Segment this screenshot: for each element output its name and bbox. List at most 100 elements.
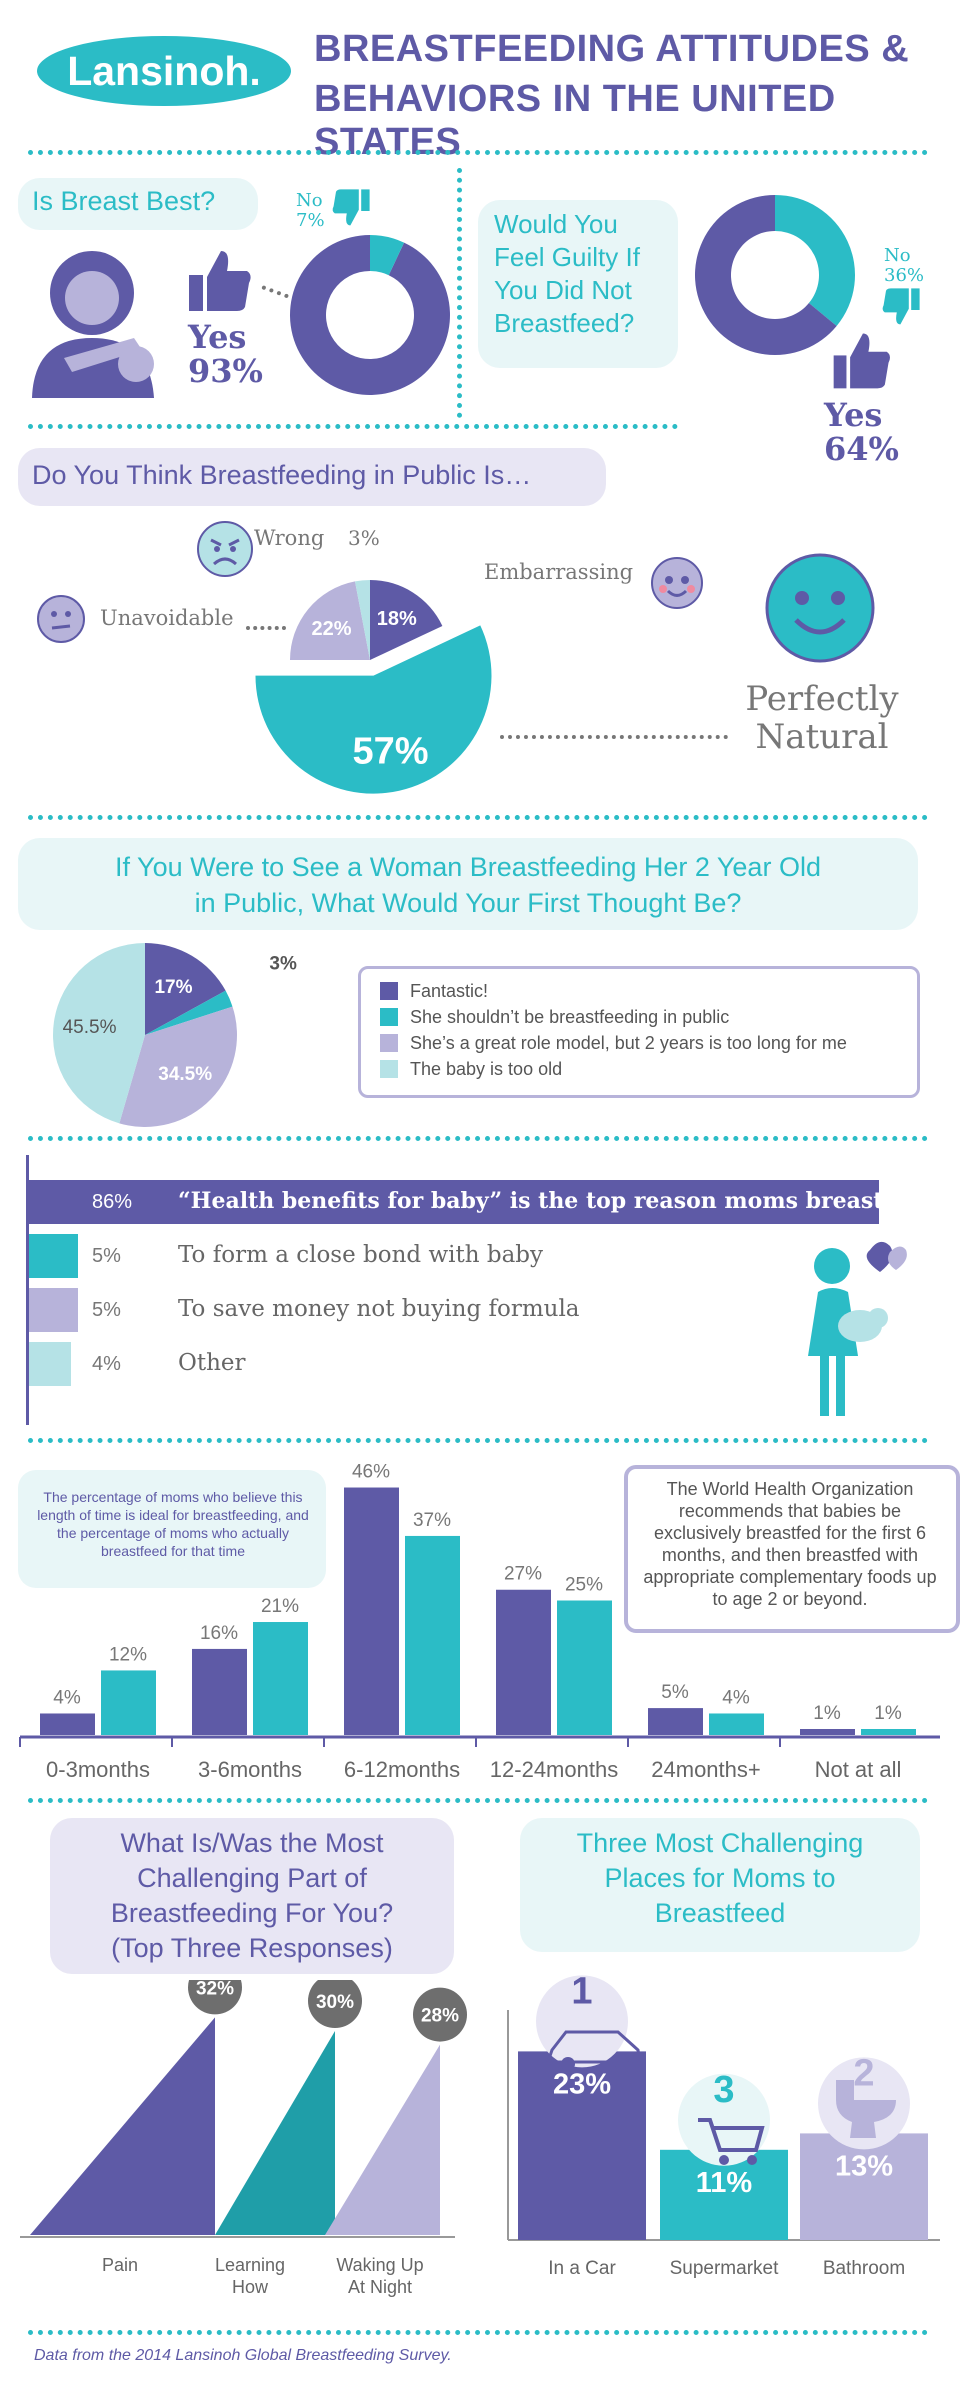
reason-bar [29, 1342, 71, 1386]
places-bar [800, 2133, 928, 2240]
divider [28, 150, 928, 155]
q2-no-value: 36% [884, 265, 925, 286]
duration-bar [253, 1622, 308, 1735]
challenge-title-line: What Is/Was the Most [120, 1828, 384, 1858]
duration-category-label: Not at all [815, 1757, 902, 1782]
reason-bar [29, 1288, 79, 1332]
duration-bar [557, 1600, 612, 1735]
reason-pct: 86% [92, 1191, 133, 1213]
q3-natural-slice [255, 625, 492, 794]
car-wheel-icon [615, 2057, 629, 2071]
places-title: Three Most Challenging Places for Moms t… [520, 1826, 920, 1931]
q4-legend-swatch [380, 1034, 398, 1052]
page-title-line1: BREASTFEEDING ATTITUDES & [314, 28, 910, 70]
q4-title-line1: If You Were to See a Woman Breastfeeding… [115, 852, 821, 882]
q4-slice [53, 943, 145, 1124]
duration-bar [861, 1729, 916, 1735]
challenge-triangle [30, 2017, 215, 2235]
duration-bar [40, 1713, 95, 1735]
q3-unavoidable-label: Unavoidable [100, 606, 234, 630]
q2-title-box [478, 200, 678, 368]
places-rank: 1 [571, 1970, 592, 2012]
q3-unavoidable-slice [290, 581, 370, 660]
duration-bar [800, 1729, 855, 1735]
duration-value-label: 4% [53, 1687, 81, 1708]
places-title-line: Breastfeed [654, 1898, 786, 1928]
reason-text: To form a close bond with baby [178, 1242, 544, 1268]
challenge-title-line: (Top Three Responses) [111, 1933, 393, 1963]
thumbs-down-icon [332, 189, 370, 226]
q4-title-box [18, 838, 918, 930]
q3-wrong-slice [355, 580, 370, 660]
places-title-box [520, 1818, 920, 1952]
q1-yes-slice [290, 235, 450, 395]
challenge-label: How [232, 2277, 269, 2297]
q3-embarrassing-label: Embarrassing [484, 560, 634, 584]
divider [28, 815, 928, 820]
q3-slice-label: 57% [352, 731, 428, 773]
q2-title-line: Would You [494, 209, 618, 239]
challenge-triangle [215, 2031, 335, 2235]
toilet-icon [836, 2080, 896, 2138]
duration-value-label: 25% [565, 1575, 603, 1596]
duration-value-label: 1% [813, 1703, 841, 1724]
places-value-label: 11% [696, 2167, 753, 2199]
q4-legend-swatch [380, 982, 398, 1000]
divider [28, 1136, 928, 1141]
places-bar [518, 2051, 646, 2240]
duration-bar [344, 1487, 399, 1735]
q4-legend-label: She’s a great role model, but 2 years is… [410, 1032, 847, 1053]
challenge-label: Learning [215, 2255, 285, 2275]
q4-legend-swatch [380, 1008, 398, 1026]
car-icon [545, 2030, 642, 2064]
reasons-axis [26, 1155, 29, 1425]
q1-yes-value: 93% [188, 352, 263, 390]
places-rank: 3 [713, 2069, 734, 2111]
duration-bar [101, 1670, 156, 1735]
q2-title-line: You Did Not [494, 275, 632, 305]
q1-title: Is Breast Best? [32, 186, 216, 216]
duration-category-label: 24months+ [651, 1757, 760, 1782]
q2-no-slice [775, 195, 855, 326]
q3-slice-label: 22% [311, 618, 351, 640]
places-label: Bathroom [823, 2258, 905, 2279]
challenge-title: What Is/Was the Most Challenging Part of… [50, 1826, 454, 1966]
challenge-label: At Night [348, 2277, 412, 2297]
shopping-cart-wheel-icon [747, 2155, 757, 2165]
smiley-face-icon [765, 553, 875, 663]
who-note: The World Health Organization recommends… [643, 1479, 937, 1609]
duration-value-label: 37% [413, 1510, 451, 1531]
thumbs-up-icon [833, 333, 890, 389]
q3-title-box [18, 448, 606, 506]
q4-legend-item: She’s a great role model, but 2 years is… [380, 1030, 847, 1056]
angry-face-icon [197, 521, 253, 577]
q4-slice [145, 990, 233, 1035]
q4-slice-label: 34.5% [158, 1064, 212, 1085]
q4-legend-item: She shouldn’t be breastfeeding in public [380, 1004, 847, 1030]
q3-leader [500, 735, 728, 739]
reason-text: “Health benefits for baby” is the top re… [178, 1188, 937, 1214]
mother-holding-baby-icon [808, 1241, 907, 1416]
q2-yes-value: 64% [824, 430, 899, 468]
divider-vertical [457, 168, 462, 418]
divider [28, 1798, 928, 1803]
duration-bar [496, 1589, 551, 1735]
duration-value-label: 1% [874, 1703, 902, 1724]
duration-bar [648, 1708, 703, 1735]
mother-baby-icon [32, 251, 154, 398]
q3-wrong-label: Wrong [254, 526, 325, 550]
q4-legend: Fantastic! She shouldn’t be breastfeeding… [380, 978, 847, 1082]
q3-title: Do You Think Breastfeeding in Public Is… [32, 460, 532, 490]
challenge-value-bubble [188, 1980, 242, 2015]
duration-value-label: 27% [504, 1564, 542, 1585]
places-label: In a Car [548, 2258, 616, 2279]
challenge-title-line: Challenging Part of [137, 1863, 367, 1893]
duration-value-label: 12% [109, 1644, 147, 1665]
divider [28, 424, 678, 429]
q3-natural-label-line: Natural [755, 717, 889, 757]
q3-embarrassing-slice [370, 580, 443, 660]
neutral-face-icon [37, 595, 85, 643]
q1-no-label: No [296, 190, 323, 211]
blushing-face-icon [651, 557, 703, 609]
